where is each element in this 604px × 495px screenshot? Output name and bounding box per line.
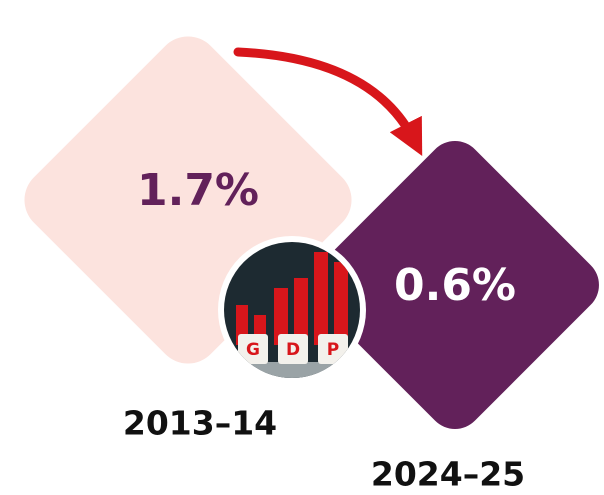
value-label: 0.6% [394,260,516,311]
period-label: 2013–14 [123,404,277,443]
icon-letter: P [327,340,339,360]
icon-letter: D [286,340,300,360]
period-label: 2024–25 [371,455,525,494]
value-label: 1.7% [137,165,259,216]
arrow [233,47,423,157]
right-diamond [311,141,599,429]
icon-letter: G [246,340,260,360]
gdp-icon: G D P [218,236,366,384]
